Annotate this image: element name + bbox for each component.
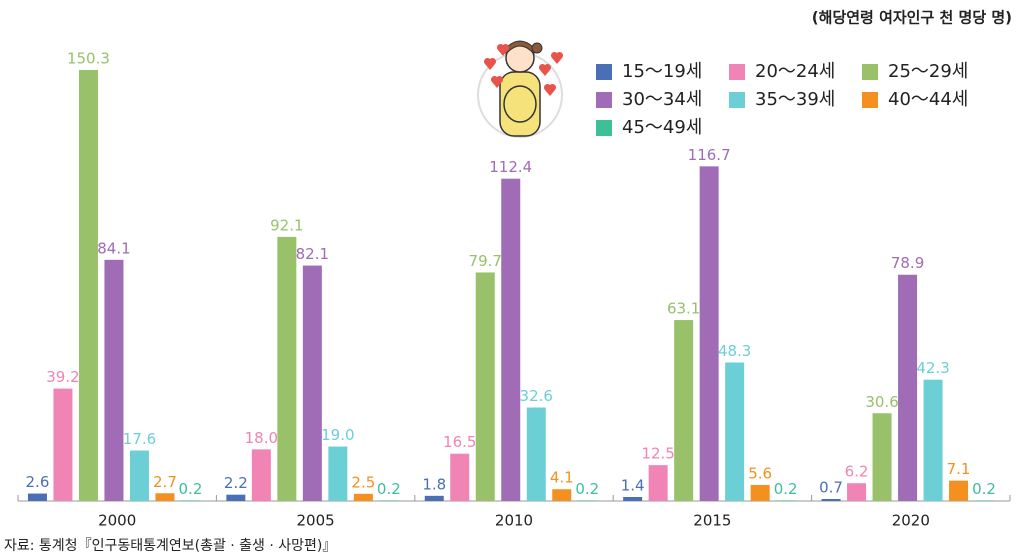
- legend-label: 40～44세: [888, 89, 968, 110]
- bar: [53, 388, 73, 501]
- value-label: 0.2: [377, 480, 401, 498]
- legend-label: 30～34세: [622, 89, 702, 110]
- bar: [750, 484, 770, 501]
- x-tick-label: 2020: [892, 512, 930, 530]
- bar: [78, 70, 98, 501]
- bar: [277, 236, 297, 501]
- bar: [974, 500, 994, 501]
- bar: [577, 500, 597, 501]
- bar: [104, 259, 124, 501]
- bar: [328, 446, 348, 501]
- bar: [155, 493, 175, 501]
- value-label: 150.3: [67, 50, 110, 68]
- bar: [623, 496, 643, 501]
- value-label: 16.5: [443, 433, 476, 451]
- value-label: 92.1: [270, 216, 303, 234]
- value-label: 0.2: [774, 480, 798, 498]
- value-label: 17.6: [123, 430, 156, 448]
- bar: [923, 379, 943, 501]
- x-tick-label: 2010: [495, 512, 533, 530]
- bar: [552, 489, 572, 501]
- x-tick-label: 2015: [693, 512, 731, 530]
- value-label: 19.0: [321, 426, 354, 444]
- bar: [674, 320, 694, 501]
- value-label: 39.2: [46, 368, 79, 386]
- value-label: 2.6: [26, 473, 50, 491]
- legend-label: 25～29세: [888, 61, 968, 82]
- value-label: 2.5: [351, 473, 375, 491]
- value-label: 48.3: [718, 342, 751, 360]
- bar: [872, 413, 892, 501]
- value-label: 12.5: [641, 445, 674, 463]
- value-label: 2.2: [224, 474, 248, 492]
- value-label: 5.6: [748, 464, 772, 482]
- bar: [949, 480, 969, 501]
- bar: [302, 265, 322, 501]
- bar: [424, 495, 444, 501]
- value-label: 1.8: [422, 475, 446, 493]
- value-label: 2.7: [153, 473, 177, 491]
- value-label: 116.7: [688, 146, 731, 164]
- value-label: 82.1: [296, 245, 329, 263]
- bar: [379, 500, 399, 501]
- value-label: 1.4: [621, 476, 645, 494]
- bar: [129, 450, 149, 501]
- unit-note: (해당연령 여자인구 천 명당 명): [812, 9, 1012, 27]
- legend-label: 35～39세: [755, 89, 835, 110]
- value-label: 63.1: [667, 300, 700, 318]
- value-label: 78.9: [891, 254, 924, 272]
- bar: [898, 274, 918, 501]
- value-label: 4.1: [550, 469, 574, 487]
- legend-label: 20～24세: [755, 61, 835, 82]
- legend-label: 45～49세: [622, 117, 702, 138]
- bar: [776, 500, 796, 501]
- bar: [180, 500, 200, 501]
- value-label: 42.3: [916, 359, 949, 377]
- value-label: 112.4: [489, 158, 532, 176]
- x-tick-label: 2005: [297, 512, 335, 530]
- value-label: 79.7: [469, 252, 502, 270]
- bar: [475, 272, 495, 501]
- illustration: [477, 40, 564, 138]
- bar: [725, 362, 745, 501]
- bar: [847, 483, 867, 501]
- bar: [821, 498, 841, 501]
- bar: [526, 407, 546, 501]
- value-label: 18.0: [245, 429, 278, 447]
- legend-swatch: [729, 92, 745, 108]
- legend-swatch: [596, 64, 612, 80]
- x-tick-label: 2000: [98, 512, 136, 530]
- legend-swatch: [729, 64, 745, 80]
- value-label: 0.2: [575, 480, 599, 498]
- bar: [226, 494, 246, 501]
- value-label: 7.1: [947, 460, 971, 478]
- bar: [699, 166, 719, 501]
- bar: [353, 493, 373, 501]
- bar: [648, 465, 668, 501]
- value-label: 30.6: [865, 393, 898, 411]
- value-label: 32.6: [520, 387, 553, 405]
- legend-label: 15～19세: [622, 61, 702, 82]
- legend-swatch: [596, 120, 612, 136]
- bar: [27, 493, 47, 501]
- legend-swatch: [596, 92, 612, 108]
- value-label: 0.7: [819, 478, 843, 496]
- bar: [450, 453, 470, 501]
- source-note: 자료: 통계청『인구동태통계연보(총괄 · 출생 · 사망편)』: [4, 538, 336, 554]
- legend-swatch: [862, 64, 878, 80]
- value-label: 0.2: [972, 480, 996, 498]
- bar: [251, 449, 271, 501]
- value-label: 0.2: [179, 480, 203, 498]
- bar: [501, 178, 521, 501]
- value-label: 6.2: [845, 463, 869, 481]
- legend-swatch: [862, 92, 878, 108]
- value-label: 84.1: [97, 239, 130, 257]
